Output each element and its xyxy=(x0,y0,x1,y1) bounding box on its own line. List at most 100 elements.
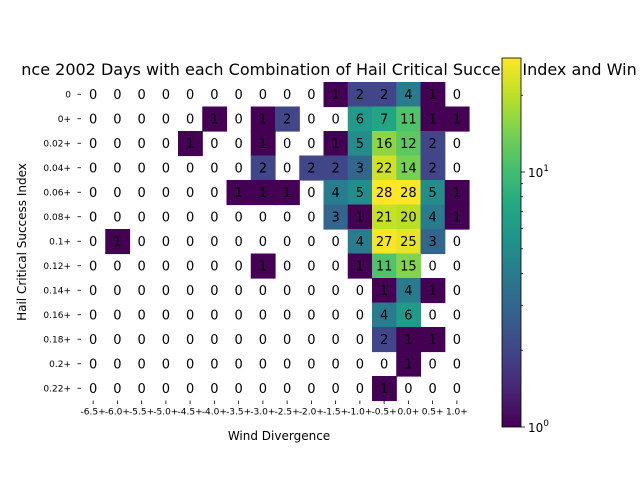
heatmap-cell xyxy=(372,278,397,304)
cell-value-label: 2 xyxy=(331,161,339,176)
cell-value-label: 0 xyxy=(162,259,170,274)
cell-value-label: 0 xyxy=(113,308,121,323)
cell-value-label: 0 xyxy=(307,235,315,250)
heatmap-cell xyxy=(396,82,422,108)
cell-value-label: 0 xyxy=(137,382,145,397)
cell-value-label: 0 xyxy=(113,357,121,372)
cell-value-label: 0 xyxy=(137,186,145,201)
cell-value-label: 5 xyxy=(428,186,436,201)
heatmap-cell xyxy=(396,278,422,304)
cell-value-label: 0 xyxy=(380,357,388,372)
heatmap-cell xyxy=(372,229,397,255)
cell-value-label: 0 xyxy=(404,382,412,397)
cell-value-label: 0 xyxy=(331,259,339,274)
heatmap-cell xyxy=(420,131,446,157)
cell-value-label: 0 xyxy=(428,259,436,274)
cell-value-label: 0 xyxy=(428,357,436,372)
y-tick-label: 0 xyxy=(65,90,71,100)
heatmap-cell xyxy=(250,106,276,132)
cell-value-label: 0 xyxy=(89,357,97,372)
heatmap-cell xyxy=(347,253,373,279)
heatmap-cell xyxy=(396,229,422,255)
y-axis-label: Hail Critical Success Index xyxy=(15,163,29,321)
cell-value-label: 0 xyxy=(113,88,121,103)
heatmap-cell xyxy=(396,155,422,181)
heatmap-cell xyxy=(226,180,252,206)
cell-value-label: 0 xyxy=(307,259,315,274)
cell-value-label: 0 xyxy=(453,88,461,103)
cell-value-label: 0 xyxy=(428,382,436,397)
cell-value-label: 1 xyxy=(453,210,461,225)
cell-value-label: 0 xyxy=(137,88,145,103)
heatmap-cell xyxy=(372,155,397,181)
cell-value-label: 4 xyxy=(404,284,412,299)
y-tick-label: 0.02+ xyxy=(43,139,71,149)
cell-value-label: 0 xyxy=(307,186,315,201)
heatmap-cell xyxy=(444,204,470,230)
heatmap-cell xyxy=(396,351,422,377)
cell-value-label: 0 xyxy=(162,210,170,225)
cell-value-label: 20 xyxy=(400,210,417,225)
heatmap-cell xyxy=(250,131,276,157)
heatmap-cell xyxy=(420,106,446,132)
cell-value-label: 7 xyxy=(380,112,388,127)
cell-value-label: 0 xyxy=(283,308,291,323)
cell-value-label: 0 xyxy=(210,88,218,103)
cell-value-label: 0 xyxy=(283,284,291,299)
cell-value-label: 0 xyxy=(113,186,121,201)
x-axis-ticks: -6.5+ -6.0+ -5.5+ -5.0+ -4.5+ -4.0+ -3.5+ -3.0+… xyxy=(81,400,468,418)
cell-value-label: 0 xyxy=(89,112,97,127)
heatmap-cell xyxy=(275,106,300,132)
cell-value-label: 1 xyxy=(259,259,267,274)
heatmap-cell xyxy=(372,106,397,132)
cell-value-label: 0 xyxy=(428,308,436,323)
cell-value-label: 6 xyxy=(404,308,412,323)
cell-value-label: 1 xyxy=(356,259,364,274)
cell-value-label: 0 xyxy=(137,308,145,323)
x-tick-label: -6.0+ xyxy=(105,408,130,418)
y-tick-label: 0.12+ xyxy=(43,262,71,272)
x-tick-label: 1.0+ xyxy=(446,408,468,418)
cell-value-label: 0 xyxy=(186,161,194,176)
cell-value-label: 14 xyxy=(400,161,417,176)
y-tick-label: 0.04+ xyxy=(43,164,71,174)
heatmap-cell xyxy=(372,180,397,206)
cell-value-label: 0 xyxy=(137,284,145,299)
cell-value-label: 0 xyxy=(162,308,170,323)
cell-value-label: 0 xyxy=(89,308,97,323)
cell-value-label: 0 xyxy=(162,88,170,103)
cell-value-label: 1 xyxy=(428,284,436,299)
cell-value-label: 0 xyxy=(137,137,145,152)
cell-value-label: 0 xyxy=(186,112,194,127)
cell-value-label: 0 xyxy=(210,210,218,225)
cell-value-label: 1 xyxy=(186,137,194,152)
cell-value-label: 0 xyxy=(89,137,97,152)
cell-value-label: 0 xyxy=(307,112,315,127)
heatmap-cell xyxy=(178,131,203,157)
cell-value-label: 0 xyxy=(89,210,97,225)
colorbar-tick-label: 100 xyxy=(528,419,549,435)
cell-value-label: 1 xyxy=(283,186,291,201)
cell-value-label: 0 xyxy=(186,333,194,348)
cell-value-label: 0 xyxy=(89,333,97,348)
cell-value-label: 0 xyxy=(186,357,194,372)
cell-value-label: 2 xyxy=(307,161,315,176)
cell-value-label: 0 xyxy=(234,259,242,274)
cell-value-label: 0 xyxy=(210,235,218,250)
x-tick-label: -4.0+ xyxy=(202,408,227,418)
heatmap-cell xyxy=(347,82,373,108)
x-tick-label: 0.0+ xyxy=(397,408,419,418)
cell-value-label: 0 xyxy=(234,333,242,348)
heatmap-cell xyxy=(420,204,446,230)
cell-value-label: 0 xyxy=(234,357,242,372)
cell-value-label: 0 xyxy=(356,382,364,397)
cell-value-label: 0 xyxy=(89,259,97,274)
cell-value-label: 0 xyxy=(331,382,339,397)
cell-value-label: 4 xyxy=(380,308,388,323)
x-tick-label: 0.5+ xyxy=(422,408,444,418)
cell-value-label: 0 xyxy=(186,88,194,103)
heatmap-cell xyxy=(396,131,422,157)
cell-value-label: 0 xyxy=(210,357,218,372)
cell-value-label: 0 xyxy=(234,382,242,397)
cell-value-label: 0 xyxy=(307,357,315,372)
